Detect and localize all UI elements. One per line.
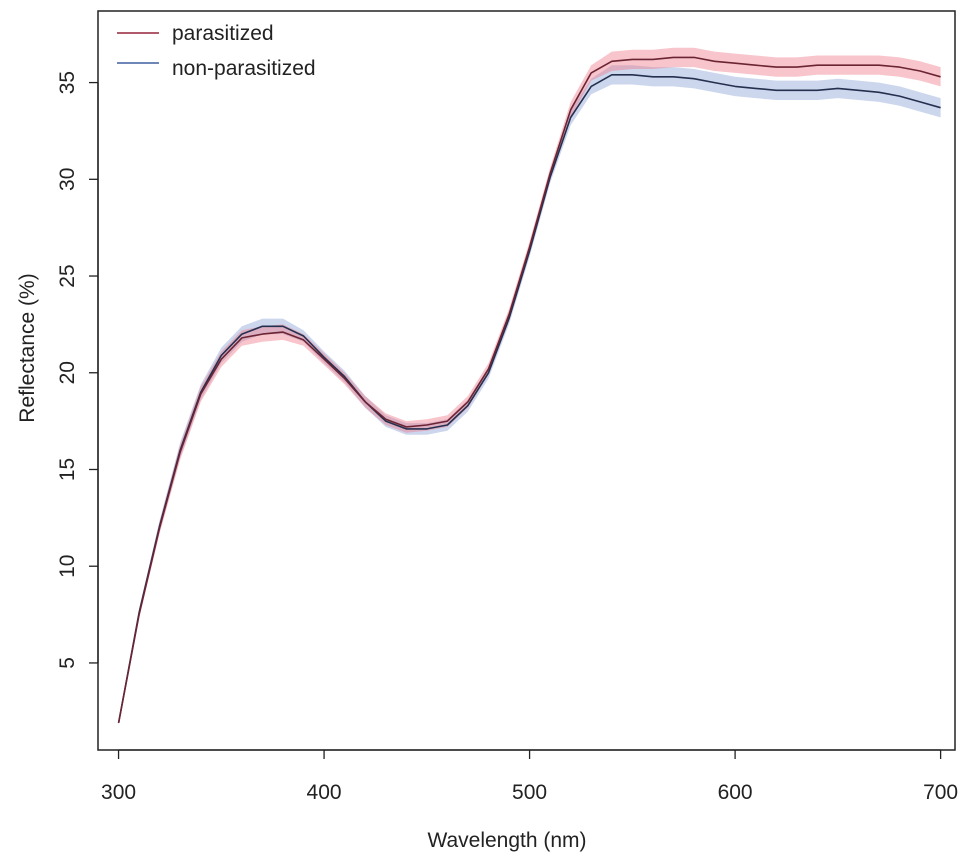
x-tick-label: 600	[718, 781, 753, 804]
y-axis: 5 10 15 20 25 30 35	[56, 71, 99, 669]
y-tick-label: 35	[56, 71, 79, 94]
legend: parasitized non-parasitized	[117, 22, 316, 80]
x-tick-label: 500	[512, 781, 547, 804]
confidence-bands	[118, 47, 941, 725]
y-tick-label: 5	[56, 657, 79, 669]
band-parasitized	[118, 47, 941, 725]
x-axis-title: Wavelength (nm)	[427, 829, 586, 852]
y-tick-label: 25	[56, 264, 79, 287]
y-tick-label: 10	[56, 555, 79, 578]
x-tick-label: 700	[923, 781, 958, 804]
y-tick-label: 20	[56, 361, 79, 384]
x-tick-label: 400	[307, 781, 342, 804]
line-non-parasitized	[117, 74, 941, 724]
plot-frame	[97, 10, 956, 751]
band-non-parasitized	[118, 65, 941, 725]
x-tick-label: 300	[101, 781, 136, 804]
series-lines	[117, 56, 941, 724]
legend-label-non-parasitized: non-parasitized	[172, 57, 316, 80]
y-tick-label: 30	[56, 168, 79, 191]
line-parasitized	[117, 56, 941, 724]
y-tick-label: 15	[56, 458, 79, 481]
legend-label-parasitized: parasitized	[172, 22, 274, 45]
x-axis: 300 400 500 600 700	[101, 749, 958, 804]
y-axis-title: Reflectance (%)	[16, 273, 39, 422]
